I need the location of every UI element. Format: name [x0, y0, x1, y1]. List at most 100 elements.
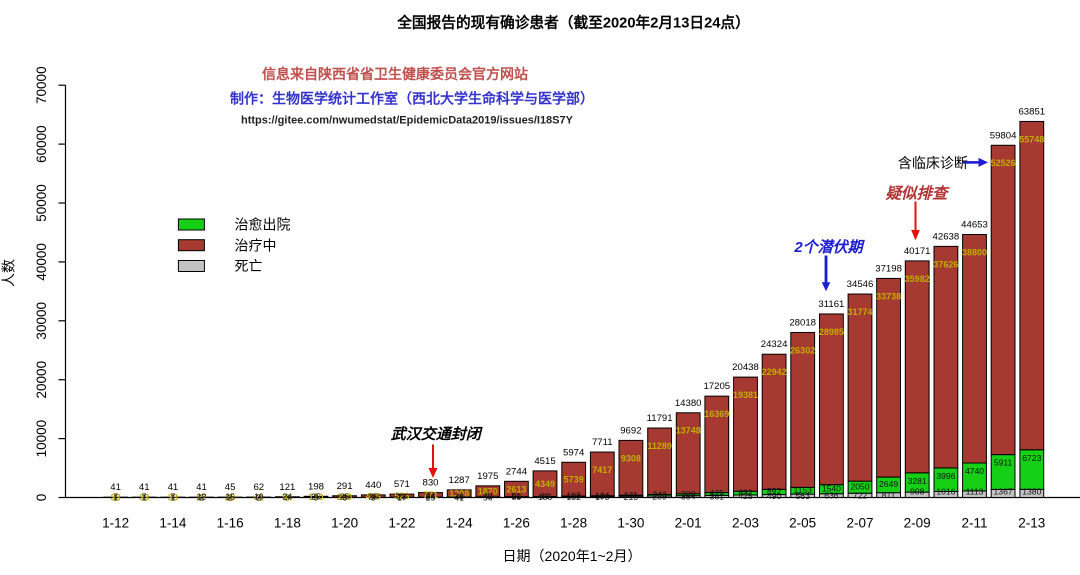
- svg-text:0: 0: [34, 494, 49, 502]
- svg-text:2-07: 2-07: [846, 516, 873, 531]
- svg-text:1-30: 1-30: [617, 516, 644, 531]
- svg-text:35982: 35982: [905, 274, 930, 284]
- svg-text:5974: 5974: [563, 447, 585, 458]
- svg-text:636: 636: [824, 491, 839, 501]
- svg-text:55748: 55748: [1019, 134, 1044, 144]
- svg-text:2-09: 2-09: [904, 516, 931, 531]
- svg-text:56: 56: [483, 492, 493, 502]
- svg-text:1-28: 1-28: [560, 516, 587, 531]
- svg-text:全国报告的现有确诊患者（截至2020年2月13日24点）: 全国报告的现有确诊患者（截至2020年2月13日24点）: [396, 14, 750, 32]
- svg-text:14380: 14380: [675, 398, 702, 409]
- svg-text:4740: 4740: [965, 466, 984, 476]
- svg-text:52526: 52526: [991, 158, 1016, 168]
- svg-text:59804: 59804: [990, 130, 1017, 141]
- svg-text:722: 722: [853, 490, 868, 500]
- svg-text:2-03: 2-03: [732, 516, 759, 531]
- svg-text:16369: 16369: [704, 409, 729, 419]
- svg-text:63851: 63851: [1018, 106, 1045, 117]
- svg-text:440: 440: [365, 480, 381, 491]
- svg-text:1-26: 1-26: [503, 516, 530, 531]
- svg-text:20000: 20000: [34, 361, 49, 399]
- svg-text:50000: 50000: [34, 184, 49, 222]
- svg-text:7417: 7417: [592, 465, 612, 475]
- svg-text:11791: 11791: [647, 413, 673, 424]
- svg-text:38800: 38800: [962, 248, 987, 258]
- svg-text:170: 170: [595, 492, 610, 502]
- svg-text:304: 304: [681, 492, 696, 502]
- svg-text:2744: 2744: [506, 466, 528, 477]
- svg-text:425: 425: [738, 491, 753, 501]
- svg-text:908: 908: [910, 486, 925, 496]
- svg-text:106: 106: [538, 492, 553, 502]
- svg-text:2: 2: [199, 493, 204, 503]
- svg-text:1-16: 1-16: [217, 516, 244, 531]
- svg-text:22942: 22942: [762, 367, 787, 377]
- svg-text:制作：生物医学统计工作室（西北大学生命科学与医学部）: 制作：生物医学统计工作室（西北大学生命科学与医学部）: [230, 91, 594, 107]
- svg-text:1-14: 1-14: [159, 516, 187, 531]
- svg-text:7711: 7711: [592, 437, 613, 448]
- svg-text:6723: 6723: [1022, 453, 1041, 463]
- svg-text:41: 41: [454, 492, 464, 502]
- svg-text:28985: 28985: [819, 327, 844, 337]
- svg-text:9692: 9692: [620, 425, 641, 436]
- svg-text:2-13: 2-13: [1018, 516, 1045, 531]
- svg-text:2: 2: [228, 493, 233, 503]
- svg-text:3: 3: [314, 493, 319, 503]
- svg-text:6: 6: [342, 493, 347, 503]
- svg-text:2个潜伏期: 2个潜伏期: [793, 239, 865, 256]
- svg-text:17205: 17205: [703, 381, 730, 392]
- svg-text:17: 17: [397, 492, 407, 502]
- svg-text:830: 830: [422, 478, 438, 489]
- svg-text:疑似排查: 疑似排查: [885, 185, 950, 203]
- svg-text:361: 361: [710, 491, 725, 501]
- svg-text:80: 80: [512, 492, 522, 502]
- svg-text:37198: 37198: [875, 263, 902, 274]
- svg-text:日期（2020年1~2月）: 日期（2020年1~2月）: [503, 548, 642, 564]
- svg-text:24324: 24324: [761, 339, 788, 350]
- svg-text:11289: 11289: [647, 441, 672, 451]
- svg-text:1113: 1113: [966, 486, 984, 496]
- svg-text:34546: 34546: [847, 279, 874, 290]
- svg-text:132: 132: [567, 492, 582, 502]
- svg-text:1380: 1380: [1022, 486, 1041, 496]
- svg-text:291: 291: [337, 481, 353, 492]
- svg-text:1975: 1975: [477, 471, 498, 482]
- svg-text:563: 563: [796, 491, 811, 501]
- svg-text:4515: 4515: [534, 456, 555, 467]
- svg-text:213: 213: [624, 492, 639, 502]
- svg-text:20438: 20438: [732, 362, 759, 373]
- svg-text:1-18: 1-18: [274, 516, 301, 531]
- svg-text:13748: 13748: [676, 426, 701, 436]
- svg-text:30000: 30000: [34, 302, 49, 340]
- svg-text:19381: 19381: [733, 390, 758, 400]
- svg-text:26302: 26302: [790, 345, 815, 355]
- svg-text:1: 1: [171, 493, 176, 503]
- svg-text:70000: 70000: [34, 66, 49, 104]
- svg-text:含临床诊断: 含临床诊断: [898, 155, 968, 171]
- svg-text:5911: 5911: [994, 458, 1013, 468]
- svg-text:259: 259: [652, 492, 667, 502]
- svg-text:44653: 44653: [961, 220, 988, 231]
- svg-text:2-01: 2-01: [675, 516, 702, 531]
- svg-text:武汉交通封闭: 武汉交通封闭: [391, 425, 484, 443]
- svg-text:1-20: 1-20: [331, 516, 358, 531]
- svg-text:31774: 31774: [847, 307, 872, 317]
- svg-text:1-12: 1-12: [102, 516, 129, 531]
- svg-text:1016: 1016: [936, 486, 955, 496]
- svg-text:37626: 37626: [933, 259, 958, 269]
- svg-text:42638: 42638: [933, 231, 960, 242]
- svg-text:1: 1: [113, 493, 118, 503]
- svg-text:2: 2: [256, 493, 261, 503]
- svg-text:25: 25: [426, 492, 436, 502]
- svg-text:2-05: 2-05: [789, 516, 816, 531]
- svg-text:4349: 4349: [535, 479, 555, 489]
- svg-text:3281: 3281: [908, 476, 927, 486]
- svg-text:1-24: 1-24: [446, 516, 474, 531]
- svg-text:40000: 40000: [34, 243, 49, 281]
- svg-text:https://gitee.com/nwumedstat/E: https://gitee.com/nwumedstat/EpidemicDat…: [241, 115, 574, 127]
- svg-text:治疗中: 治疗中: [235, 237, 277, 253]
- svg-text:3996: 3996: [936, 471, 955, 481]
- svg-text:31161: 31161: [818, 299, 844, 310]
- svg-text:1-22: 1-22: [388, 516, 415, 531]
- svg-text:571: 571: [394, 479, 410, 490]
